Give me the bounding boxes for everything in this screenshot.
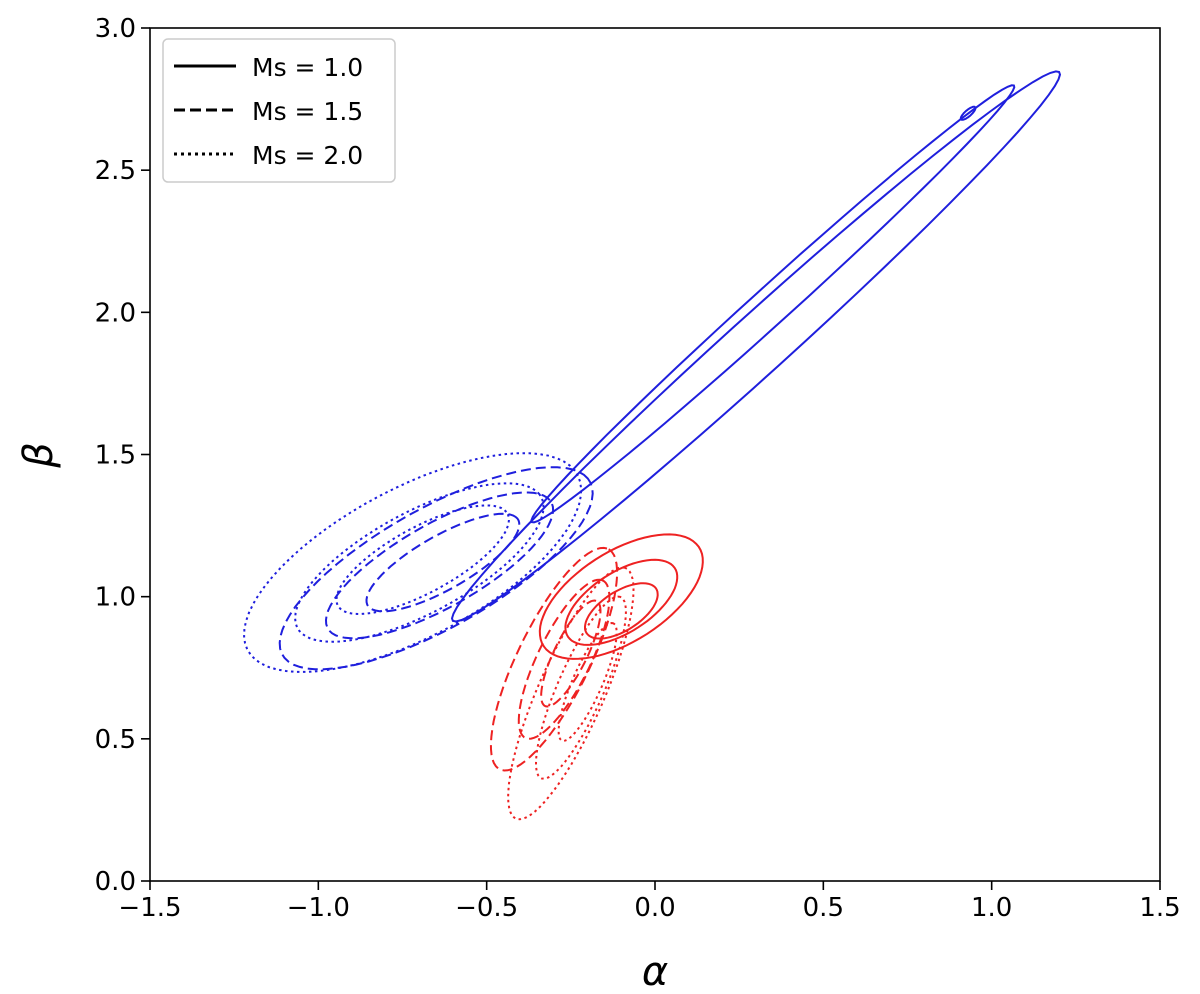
x-tick-label: 0.0 [634,893,675,923]
contour-line [365,512,521,613]
y-axis-ticks: 0.0 0.5 1.0 1.5 2.0 2.5 3.0 [95,14,150,897]
legend-box [162,38,396,183]
legend-label-ms-2: Ms = 2.0 [252,141,363,170]
legend-label-ms-1: Ms = 1.0 [252,53,363,82]
y-tick-label: 1.0 [95,583,136,613]
x-tick-label: −1.5 [118,893,181,923]
contour-line [517,578,611,740]
x-tick-label: 0.5 [803,893,844,923]
contour-line [584,582,659,640]
contour-line [507,566,635,821]
x-axis-ticks: −1.5 −1.0 −0.5 0.0 0.5 1.0 1.5 [118,881,1181,923]
contour-line [243,452,583,673]
x-tick-label: −1.0 [287,893,350,923]
contour-layer [243,70,1062,821]
contour-line [530,84,1016,524]
legend: Ms = 1.0 Ms = 1.5 Ms = 2.0 [162,38,396,183]
y-tick-label: 2.5 [95,156,136,186]
contour-line [294,482,545,643]
contour-line [278,466,594,671]
x-tick-label: 1.5 [1139,893,1180,923]
contour-line [489,546,619,772]
y-tick-label: 3.0 [95,14,136,44]
contour-line [959,105,977,121]
y-tick-label: 0.5 [95,725,136,755]
x-tick-label: −0.5 [455,893,518,923]
y-tick-label: 1.5 [95,441,136,471]
x-tick-label: 1.0 [971,893,1012,923]
contour-line [557,621,618,742]
x-axis-label: α [642,949,668,994]
legend-label-ms-1-5: Ms = 1.5 [252,97,363,126]
contour-line [335,504,510,616]
contour-line [540,599,602,708]
contour-line [534,595,627,780]
contour-line [538,533,704,660]
contour-line [450,70,1062,623]
contour-line [564,558,679,646]
contour-line [324,491,555,640]
y-axis-label: β [16,442,62,469]
y-tick-label: 2.0 [95,298,136,328]
y-tick-label: 0.0 [95,867,136,897]
